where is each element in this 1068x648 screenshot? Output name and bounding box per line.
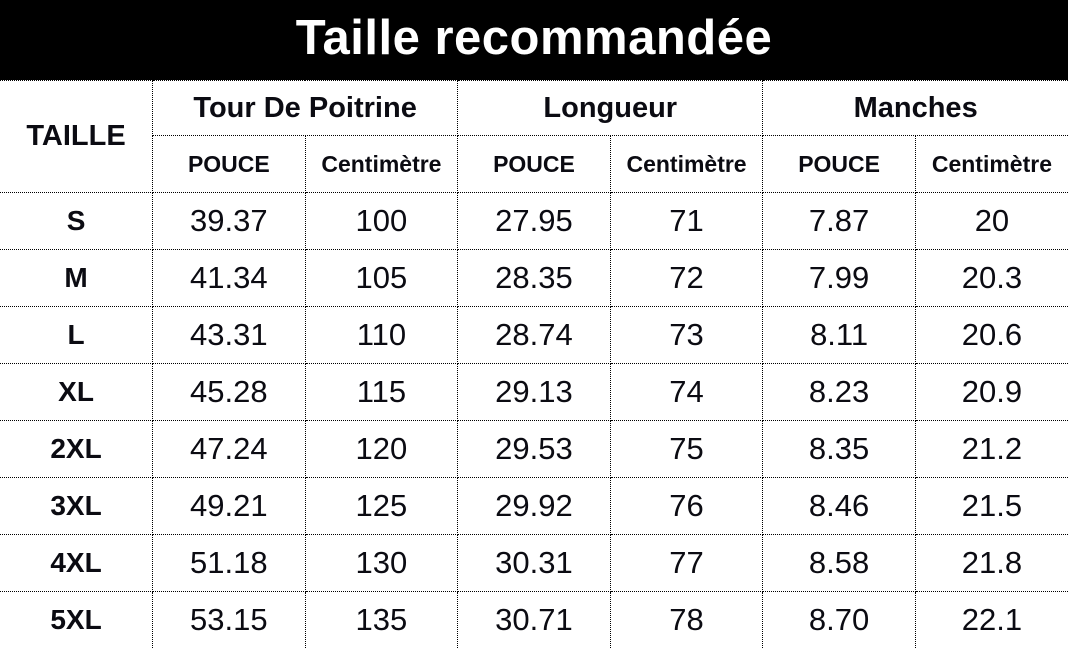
value-cell: 22.1 [914, 591, 1068, 648]
value-cell: 43.31 [152, 306, 306, 364]
value-cell: 8.70 [762, 591, 916, 648]
value-cell: 73 [609, 306, 764, 364]
value-cell: 8.58 [762, 534, 916, 592]
size-cell: XL [0, 363, 154, 421]
value-cell: 105 [304, 249, 459, 307]
subheader-manches-cm: Centimètre [914, 135, 1068, 193]
table-row-m: M 41.34 105 28.35 72 7.99 20.3 [0, 249, 1068, 307]
header-sub-row: POUCE Centimètre POUCE Centimètre POUCE … [0, 135, 1068, 193]
table-body: S 39.37 100 27.95 71 7.87 20 M 41.34 105… [0, 192, 1068, 648]
size-cell: 2XL [0, 420, 154, 478]
value-cell: 77 [609, 534, 764, 592]
table-row-s: S 39.37 100 27.95 71 7.87 20 [0, 192, 1068, 250]
value-cell: 8.46 [762, 477, 916, 535]
size-cell: L [0, 306, 154, 364]
value-cell: 20.3 [914, 249, 1068, 307]
value-cell: 100 [304, 192, 459, 250]
table-row-2xl: 2XL 47.24 120 29.53 75 8.35 21.2 [0, 420, 1068, 478]
value-cell: 8.11 [762, 306, 916, 364]
value-cell: 29.53 [457, 420, 611, 478]
value-cell: 30.71 [457, 591, 611, 648]
table-row-4xl: 4XL 51.18 130 30.31 77 8.58 21.8 [0, 534, 1068, 592]
value-cell: 21.8 [914, 534, 1068, 592]
value-cell: 75 [609, 420, 764, 478]
value-cell: 72 [609, 249, 764, 307]
size-cell: M [0, 249, 154, 307]
value-cell: 7.99 [762, 249, 916, 307]
value-cell: 130 [304, 534, 459, 592]
title-banner: Taille recommandée [0, 0, 1068, 80]
value-cell: 20.9 [914, 363, 1068, 421]
subheader-longueur-cm: Centimètre [609, 135, 764, 193]
value-cell: 110 [304, 306, 459, 364]
subheader-poitrine-cm: Centimètre [304, 135, 459, 193]
page-title: Taille recommandée [295, 10, 773, 65]
value-cell: 21.5 [914, 477, 1068, 535]
value-cell: 29.92 [457, 477, 611, 535]
size-cell: 5XL [0, 591, 154, 648]
subheader-manches-pouce: POUCE [762, 135, 916, 193]
header-group-manches: Manches [762, 80, 1068, 136]
value-cell: 125 [304, 477, 459, 535]
value-cell: 8.23 [762, 363, 916, 421]
size-cell: S [0, 192, 154, 250]
value-cell: 74 [609, 363, 764, 421]
value-cell: 28.35 [457, 249, 611, 307]
header-group-longueur: Longueur [457, 80, 764, 136]
value-cell: 27.95 [457, 192, 611, 250]
table-row-l: L 43.31 110 28.74 73 8.11 20.6 [0, 306, 1068, 364]
size-chart-table: TAILLE Tour De Poitrine Longueur Manches… [0, 80, 1068, 648]
value-cell: 76 [609, 477, 764, 535]
value-cell: 41.34 [152, 249, 306, 307]
value-cell: 49.21 [152, 477, 306, 535]
value-cell: 21.2 [914, 420, 1068, 478]
table-row-5xl: 5XL 53.15 135 30.71 78 8.70 22.1 [0, 591, 1068, 648]
value-cell: 71 [609, 192, 764, 250]
value-cell: 28.74 [457, 306, 611, 364]
value-cell: 7.87 [762, 192, 916, 250]
size-cell: 4XL [0, 534, 154, 592]
value-cell: 29.13 [457, 363, 611, 421]
value-cell: 51.18 [152, 534, 306, 592]
value-cell: 8.35 [762, 420, 916, 478]
value-cell: 120 [304, 420, 459, 478]
value-cell: 39.37 [152, 192, 306, 250]
value-cell: 78 [609, 591, 764, 648]
size-cell: 3XL [0, 477, 154, 535]
subheader-poitrine-pouce: POUCE [152, 135, 306, 193]
value-cell: 115 [304, 363, 459, 421]
value-cell: 30.31 [457, 534, 611, 592]
table-header: TAILLE Tour De Poitrine Longueur Manches… [0, 80, 1068, 193]
header-taille: TAILLE [0, 80, 154, 193]
table-row-xl: XL 45.28 115 29.13 74 8.23 20.9 [0, 363, 1068, 421]
value-cell: 45.28 [152, 363, 306, 421]
value-cell: 20 [914, 192, 1068, 250]
subheader-longueur-pouce: POUCE [457, 135, 611, 193]
header-group-tour-de-poitrine: Tour De Poitrine [152, 80, 459, 136]
value-cell: 135 [304, 591, 459, 648]
table-row-3xl: 3XL 49.21 125 29.92 76 8.46 21.5 [0, 477, 1068, 535]
value-cell: 20.6 [914, 306, 1068, 364]
header-group-row: TAILLE Tour De Poitrine Longueur Manches [0, 80, 1068, 193]
value-cell: 53.15 [152, 591, 306, 648]
value-cell: 47.24 [152, 420, 306, 478]
